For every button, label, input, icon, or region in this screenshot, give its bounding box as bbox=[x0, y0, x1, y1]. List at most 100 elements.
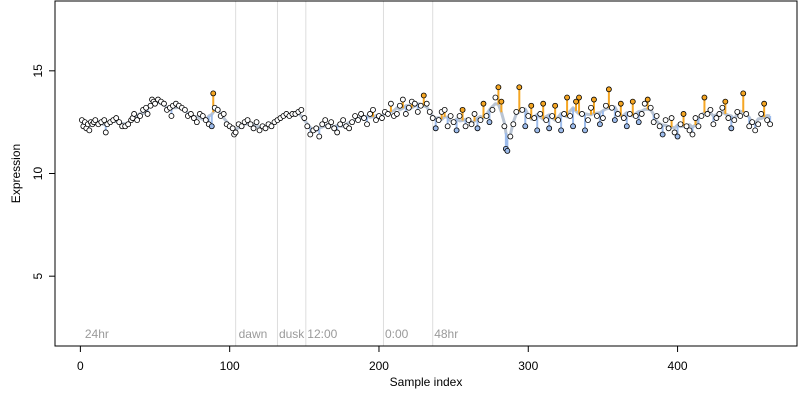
data-point bbox=[423, 100, 430, 107]
data-point bbox=[208, 123, 215, 130]
y-tick-label: 5 bbox=[31, 273, 45, 280]
data-point bbox=[611, 117, 618, 124]
x-tick-label: 400 bbox=[668, 359, 688, 373]
data-point bbox=[426, 108, 433, 115]
x-tick-label: 200 bbox=[369, 359, 389, 373]
data-point bbox=[695, 123, 702, 130]
data-point bbox=[364, 121, 370, 128]
data-point bbox=[244, 117, 251, 124]
data-point bbox=[144, 111, 151, 117]
data-point bbox=[101, 117, 108, 124]
plot-frame bbox=[54, 0, 798, 347]
data-point bbox=[193, 119, 200, 126]
data-point bbox=[358, 111, 364, 117]
data-point bbox=[716, 111, 723, 117]
data-point bbox=[614, 111, 621, 117]
data-point bbox=[665, 125, 672, 132]
data-point bbox=[399, 96, 406, 103]
data-point bbox=[468, 121, 475, 128]
data-point bbox=[489, 106, 496, 113]
data-point bbox=[168, 113, 175, 119]
data-point bbox=[662, 117, 669, 124]
data-point bbox=[555, 117, 562, 124]
data-point bbox=[441, 106, 448, 113]
data-point bbox=[349, 119, 355, 126]
y-tick-label: 15 bbox=[31, 64, 45, 78]
data-point bbox=[116, 119, 123, 126]
data-point bbox=[659, 131, 666, 138]
data-point bbox=[680, 111, 687, 117]
data-point bbox=[396, 102, 403, 109]
data-point bbox=[594, 113, 600, 119]
time-annotation-label: dusk bbox=[279, 327, 305, 341]
data-point bbox=[686, 127, 693, 134]
data-point bbox=[486, 119, 493, 126]
data-point bbox=[603, 102, 609, 109]
data-point bbox=[474, 125, 481, 132]
data-point bbox=[531, 115, 538, 121]
data-point bbox=[304, 123, 311, 130]
data-point bbox=[677, 121, 684, 128]
data-point bbox=[459, 106, 466, 113]
data-point bbox=[435, 117, 442, 124]
data-point bbox=[238, 123, 245, 130]
data-point bbox=[597, 121, 603, 128]
data-point bbox=[549, 113, 556, 119]
data-point bbox=[629, 98, 636, 105]
data-point bbox=[725, 115, 732, 121]
data-point bbox=[767, 121, 774, 128]
data-points bbox=[78, 84, 774, 154]
data-point bbox=[617, 100, 624, 107]
data-point bbox=[432, 125, 439, 132]
x-axis: 0 100 200 300 400 bbox=[77, 346, 688, 373]
data-point bbox=[689, 131, 696, 138]
data-point bbox=[328, 119, 335, 126]
data-point bbox=[370, 106, 376, 113]
data-point bbox=[623, 123, 630, 130]
data-point bbox=[405, 104, 412, 111]
data-point bbox=[414, 108, 421, 115]
data-point bbox=[632, 113, 639, 119]
data-point bbox=[495, 84, 502, 91]
data-point bbox=[444, 123, 451, 130]
data-point bbox=[102, 129, 109, 136]
x-tick-label: 300 bbox=[518, 359, 538, 373]
data-point bbox=[247, 121, 254, 128]
data-point bbox=[561, 111, 567, 117]
data-point bbox=[570, 123, 576, 130]
data-point bbox=[334, 129, 341, 136]
data-point bbox=[190, 115, 197, 121]
data-point bbox=[692, 115, 699, 121]
data-point bbox=[552, 102, 559, 109]
data-point bbox=[564, 94, 570, 101]
y-tick-label: 10 bbox=[31, 167, 45, 181]
data-point bbox=[181, 106, 188, 113]
data-point bbox=[471, 111, 478, 117]
time-annotations: 24hr dawn dusk 12:00 0:00 48hr bbox=[85, 327, 458, 341]
data-point bbox=[576, 94, 582, 101]
data-point bbox=[504, 148, 511, 154]
data-point bbox=[722, 98, 729, 105]
data-point bbox=[232, 129, 239, 136]
data-point bbox=[582, 127, 588, 134]
data-point bbox=[525, 113, 532, 119]
data-point bbox=[346, 125, 353, 132]
data-point bbox=[483, 113, 490, 119]
data-point bbox=[579, 111, 585, 117]
data-point bbox=[653, 113, 660, 119]
data-point bbox=[229, 125, 236, 132]
data-point bbox=[152, 100, 158, 107]
time-annotation-label: dawn bbox=[239, 327, 268, 341]
data-point bbox=[510, 121, 517, 128]
data-point bbox=[755, 121, 762, 128]
data-point bbox=[137, 113, 143, 119]
data-point bbox=[638, 111, 645, 117]
data-point bbox=[450, 119, 457, 126]
data-point bbox=[337, 121, 344, 128]
time-dividers bbox=[235, 1, 434, 346]
data-point bbox=[492, 94, 499, 101]
data-point bbox=[210, 90, 217, 97]
data-point bbox=[647, 104, 654, 111]
data-point bbox=[546, 125, 553, 132]
